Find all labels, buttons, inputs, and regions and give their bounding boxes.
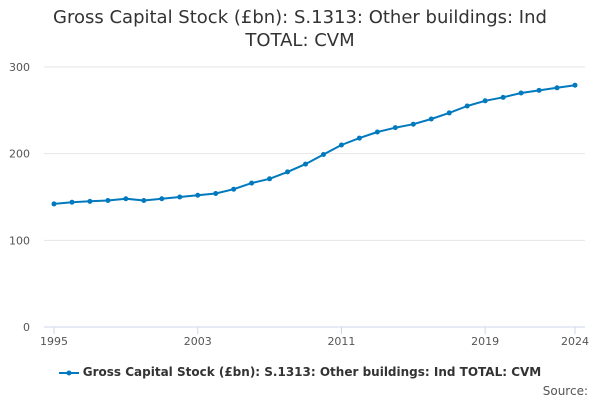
data-point: [320, 152, 326, 158]
data-point: [338, 142, 344, 148]
data-point: [464, 103, 470, 109]
x-tick-label: 2024: [561, 335, 589, 348]
data-point: [554, 85, 560, 91]
x-tick-label: 2019: [471, 335, 499, 348]
data-point: [446, 110, 452, 116]
y-tick-label: 300: [9, 61, 30, 74]
y-tick-label: 200: [9, 148, 30, 161]
chart-title-line-2: TOTAL: CVM: [245, 30, 355, 51]
data-point: [267, 176, 273, 182]
series-line: [53, 84, 576, 205]
data-point: [536, 87, 542, 93]
data-point: [141, 197, 147, 203]
y-tick-label: 100: [9, 234, 30, 247]
data-point: [51, 201, 57, 207]
data-point: [87, 198, 93, 204]
data-point: [105, 197, 111, 203]
data-point: [195, 192, 201, 198]
data-point: [249, 180, 255, 186]
data-point: [428, 116, 434, 122]
data-point: [500, 94, 506, 100]
source-label: Source:: [542, 384, 588, 398]
chart-legend[interactable]: Gross Capital Stock (£bn): S.1313: Other…: [0, 365, 600, 379]
data-point: [410, 121, 416, 127]
data-point: [123, 196, 129, 202]
data-point: [213, 191, 219, 197]
data-point: [572, 82, 578, 88]
data-point: [303, 161, 309, 167]
data-point: [69, 199, 75, 205]
x-tick-label: 2003: [184, 335, 212, 348]
data-point: [392, 125, 398, 131]
data-point: [285, 169, 291, 175]
data-point: [159, 196, 165, 202]
chart-title: Gross Capital Stock (£bn): S.1313: Other…: [0, 6, 600, 52]
chart-title-line-1: Gross Capital Stock (£bn): S.1313: Other…: [53, 7, 547, 28]
data-point: [482, 98, 488, 104]
legend-label: Gross Capital Stock (£bn): S.1313: Other…: [82, 365, 542, 379]
data-point: [518, 90, 524, 96]
y-tick-label: 0: [23, 321, 30, 334]
data-point: [177, 194, 183, 200]
data-point: [356, 135, 362, 141]
data-point: [374, 129, 380, 135]
x-tick-label: 1995: [40, 335, 68, 348]
data-point: [231, 186, 237, 192]
x-tick-label: 2011: [327, 335, 355, 348]
legend-line-marker: [58, 370, 79, 375]
